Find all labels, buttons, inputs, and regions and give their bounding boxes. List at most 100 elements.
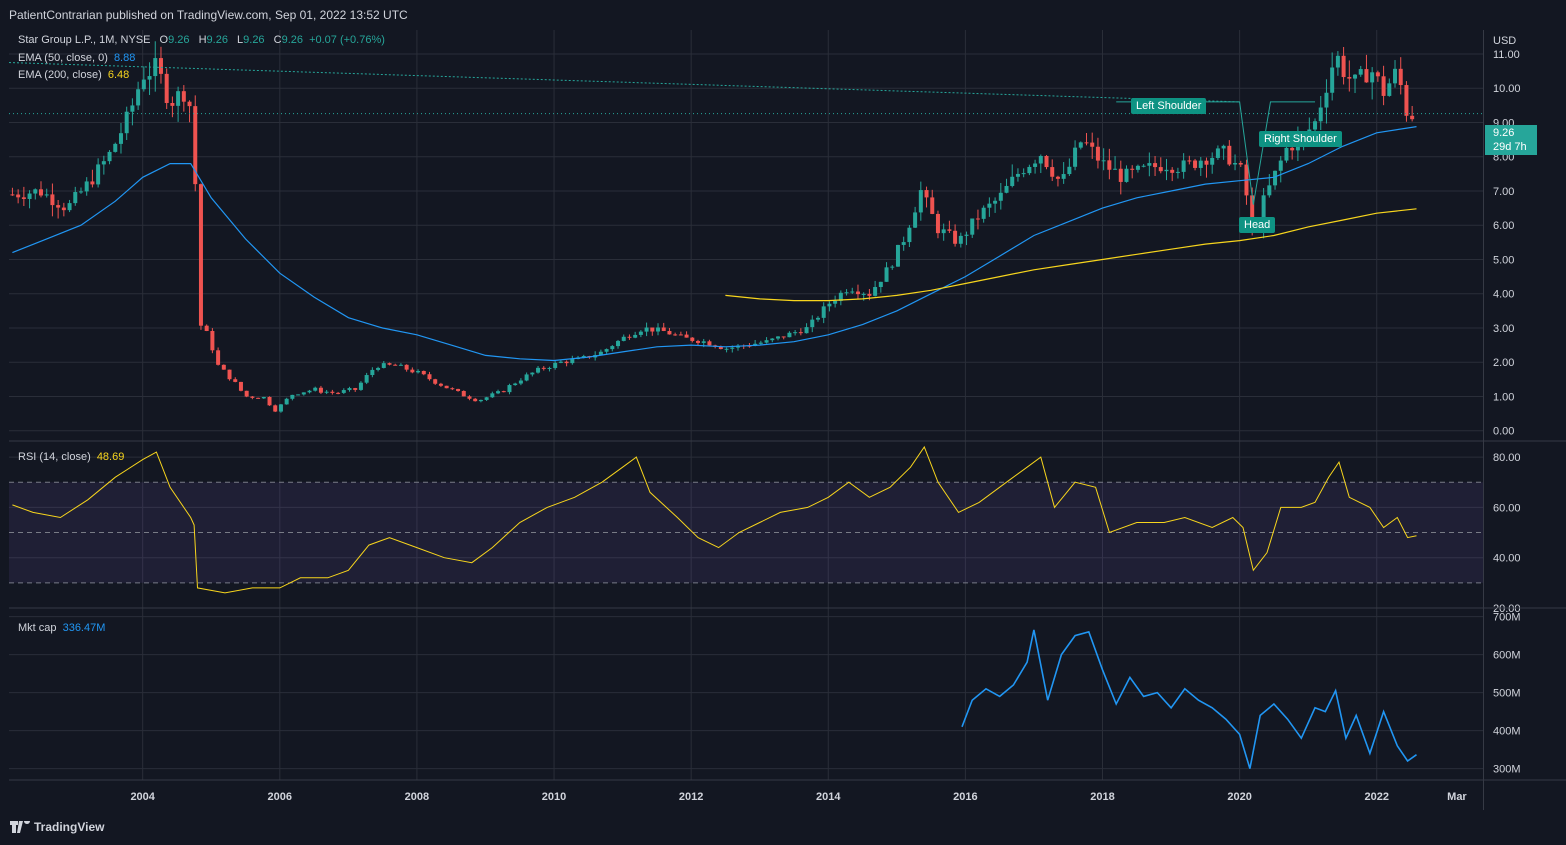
- candle-body: [684, 334, 689, 338]
- candle-body: [113, 143, 118, 152]
- candle-body: [1193, 160, 1198, 168]
- candle-body: [804, 327, 809, 334]
- candle-body: [616, 340, 621, 347]
- high-label: H: [198, 34, 207, 46]
- candle-body: [358, 382, 363, 390]
- candle-body: [238, 381, 243, 391]
- symbol-name: Star Group L.P., 1M, NYSE: [18, 34, 151, 46]
- candle-body: [210, 330, 215, 351]
- candle-body: [1061, 174, 1066, 179]
- candle-body: [850, 291, 855, 293]
- candle-body: [1067, 166, 1072, 175]
- candle-body: [421, 370, 426, 375]
- price-axis-label: 11.00: [1493, 49, 1520, 61]
- candle-body: [204, 325, 209, 331]
- candle-body: [707, 341, 712, 346]
- high-value: 9.26: [206, 34, 228, 46]
- mktcap-axis-label: 600M: [1493, 650, 1521, 662]
- candle-body: [793, 332, 798, 334]
- candle-body: [1107, 160, 1112, 170]
- footer-bar: [0, 810, 1566, 845]
- rsi-legend: RSI (14, close) 48.69: [18, 451, 124, 463]
- candle-body: [678, 334, 683, 336]
- candles-group: [10, 41, 1415, 413]
- candle-body: [855, 291, 860, 295]
- candle-body: [718, 346, 723, 349]
- candle-body: [341, 390, 346, 393]
- candle-body: [1164, 169, 1169, 172]
- candle-body: [970, 218, 975, 235]
- candle-body: [61, 207, 66, 211]
- left-shoulder-label[interactable]: Left Shoulder: [1131, 98, 1207, 114]
- candle-body: [1227, 145, 1232, 165]
- ema200-legend: EMA (200, close) 6.48: [18, 69, 129, 81]
- candle-body: [261, 396, 266, 399]
- candle-body: [278, 404, 283, 412]
- candle-body: [330, 391, 335, 393]
- candle-body: [307, 390, 312, 393]
- change-value: +0.07 (+0.76%): [309, 34, 385, 46]
- candle-body: [758, 342, 763, 344]
- mktcap-line: [961, 629, 1417, 769]
- candle-body: [10, 194, 15, 196]
- candle-body: [1267, 185, 1272, 196]
- ema50-value: 8.88: [113, 52, 136, 64]
- x-tick-label: 2018: [1090, 791, 1114, 803]
- candle-body: [947, 229, 952, 231]
- candle-body: [353, 388, 358, 390]
- candle-body: [1221, 145, 1226, 149]
- candle-body: [1027, 166, 1032, 174]
- candle-body: [1341, 55, 1346, 78]
- mktcap-axis-label: 400M: [1493, 726, 1521, 738]
- candle-body: [187, 101, 192, 107]
- candle-body: [336, 392, 341, 394]
- candle-body: [1238, 162, 1243, 165]
- tradingview-logo[interactable]: TradingView: [10, 820, 104, 834]
- price-axis-label: 7.00: [1493, 186, 1514, 198]
- candle-body: [1101, 160, 1106, 162]
- candle-body: [56, 205, 61, 208]
- candle-body: [1381, 76, 1386, 96]
- candle-body: [884, 267, 889, 282]
- close-label: C: [273, 34, 282, 46]
- candle-body: [667, 330, 672, 335]
- close-value: 9.26: [281, 34, 303, 46]
- candle-body: [998, 192, 1003, 201]
- candle-body: [1187, 160, 1192, 162]
- candle-body: [1118, 168, 1123, 182]
- candle-body: [233, 379, 238, 382]
- x-tick-label: 2016: [953, 791, 977, 803]
- candle-body: [393, 364, 398, 366]
- candle-body: [250, 396, 255, 398]
- candle-body: [181, 91, 186, 102]
- candle-body: [810, 319, 815, 328]
- price-axis-label: 6.00: [1493, 220, 1514, 232]
- candle-body: [1278, 160, 1283, 171]
- currency-label: USD: [1493, 35, 1516, 47]
- candle-body: [370, 369, 375, 376]
- candle-body: [381, 363, 386, 368]
- candle-body: [73, 192, 78, 204]
- candle-body: [433, 379, 438, 384]
- right-shoulder-label[interactable]: Right Shoulder: [1259, 131, 1342, 147]
- candle-body: [198, 184, 203, 326]
- candle-body: [410, 369, 415, 373]
- x-tick-label: 2014: [816, 791, 841, 803]
- candle-body: [530, 372, 535, 375]
- candle-body: [547, 367, 552, 369]
- mktcap-axis-label: 700M: [1493, 612, 1521, 624]
- candle-body: [1124, 168, 1129, 182]
- candle-body: [918, 190, 923, 213]
- candle-body: [1370, 72, 1375, 83]
- candle-body: [1364, 69, 1369, 83]
- candle-body: [895, 244, 900, 267]
- x-tick-label: Mar: [1447, 791, 1467, 803]
- candle-body: [16, 194, 21, 198]
- candle-body: [701, 341, 706, 343]
- head-label[interactable]: Head: [1239, 217, 1276, 233]
- candle-body: [193, 106, 198, 185]
- candle-body: [1078, 142, 1083, 148]
- candle-body: [84, 181, 89, 192]
- candle-body: [1387, 83, 1392, 96]
